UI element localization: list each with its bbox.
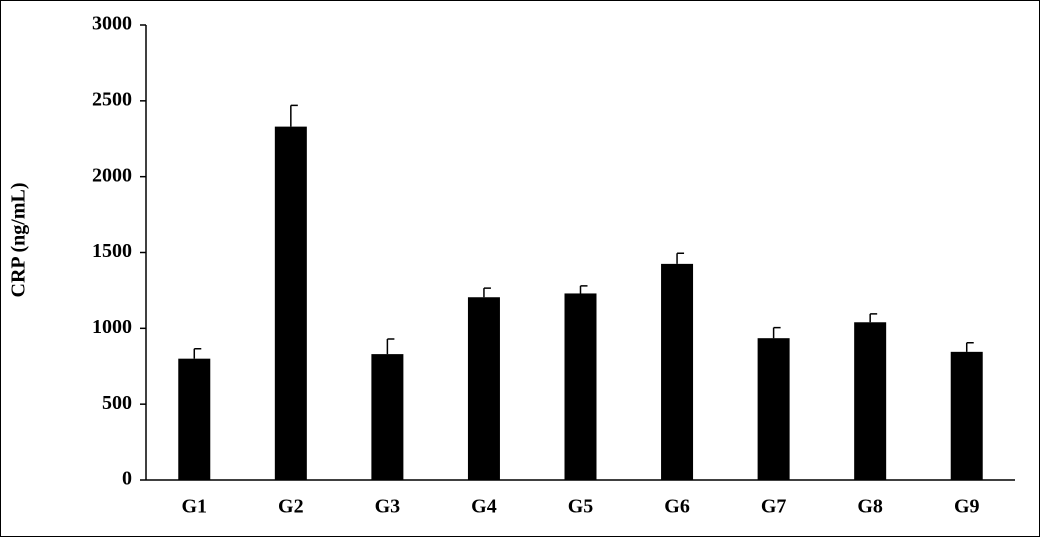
error-bar — [193, 348, 202, 359]
y-axis-label: CRP (ng/mL) — [8, 183, 30, 298]
x-tick-label: G8 — [857, 496, 883, 518]
error-bar — [965, 341, 974, 352]
bar — [274, 126, 307, 480]
error-bar — [676, 252, 685, 264]
bar — [564, 293, 597, 480]
y-tick-label: 1000 — [92, 316, 132, 338]
bar — [661, 263, 694, 480]
error-bar — [483, 287, 491, 298]
x-tick-label: G6 — [664, 496, 690, 518]
x-tick-label: G2 — [278, 496, 304, 518]
error-bar — [579, 285, 588, 294]
x-tick-label: G5 — [568, 496, 594, 518]
error-bar — [290, 104, 298, 127]
x-tick-label: G9 — [954, 496, 980, 518]
error-bar — [386, 338, 395, 355]
x-tick-label: G1 — [181, 496, 207, 518]
error-bar — [869, 313, 878, 323]
bar — [467, 297, 500, 480]
y-tick-label: 1500 — [92, 240, 132, 262]
y-tick-label: 3000 — [92, 13, 132, 35]
y-tick-label: 500 — [102, 392, 132, 414]
x-tick-label: G7 — [761, 496, 787, 518]
y-tick-label: 2000 — [92, 164, 132, 186]
x-tick-label: G4 — [471, 496, 497, 518]
bar — [371, 354, 404, 480]
bar — [178, 358, 211, 480]
error-bar — [772, 326, 781, 339]
bar — [950, 351, 983, 480]
bar — [757, 338, 790, 480]
bar — [854, 322, 887, 480]
y-tick-label: 0 — [122, 468, 132, 490]
y-tick-label: 2500 — [92, 88, 132, 110]
x-tick-label: G3 — [375, 496, 401, 518]
